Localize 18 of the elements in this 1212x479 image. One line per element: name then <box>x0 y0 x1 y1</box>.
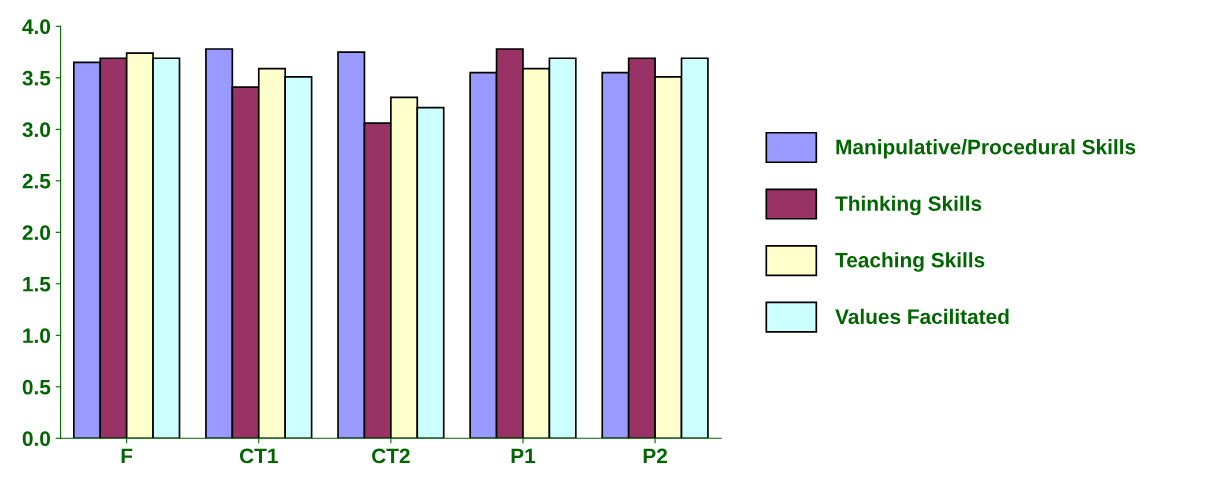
y-tick-label: 0.5 <box>22 379 51 395</box>
legend-label: Values Facilitated <box>835 308 1009 325</box>
y-tick-label: 3.5 <box>22 70 51 86</box>
y-tick-label: 1.0 <box>23 328 51 344</box>
y-tick-label: 0.0 <box>22 431 51 447</box>
legend-label: Manipulative/Procedural Skills <box>836 139 1136 159</box>
x-tick-label: P2 <box>643 448 667 464</box>
y-tick-label: 3.0 <box>22 122 51 138</box>
y-tick-label: 4.0 <box>22 19 51 35</box>
x-tick-label: P1 <box>511 448 536 464</box>
legend-label: Thinking Skills <box>835 195 982 216</box>
legend-label: Teaching Skills <box>835 252 985 272</box>
y-tick-label: 1.5 <box>23 277 51 292</box>
x-tick-label: F <box>121 448 133 464</box>
y-tick-label: 2.5 <box>22 173 51 189</box>
x-tick-label: CT2 <box>372 448 410 464</box>
x-tick-label: CT1 <box>239 448 278 464</box>
y-tick-label: 2.0 <box>22 225 51 241</box>
